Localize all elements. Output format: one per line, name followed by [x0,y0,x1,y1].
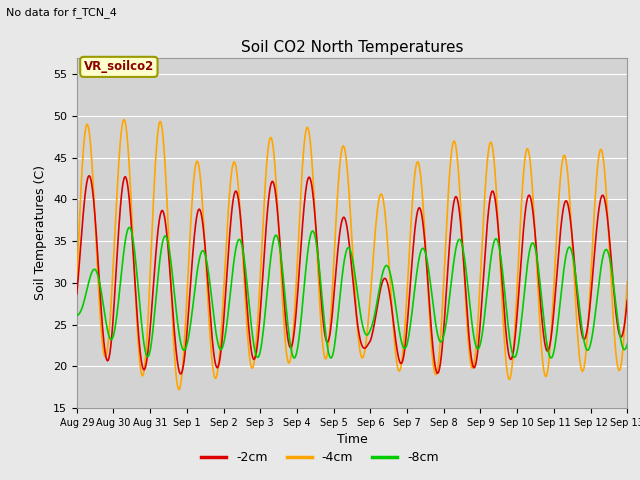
Title: Soil CO2 North Temperatures: Soil CO2 North Temperatures [241,40,463,55]
Y-axis label: Soil Temperatures (C): Soil Temperatures (C) [35,165,47,300]
Text: VR_soilco2: VR_soilco2 [84,60,154,73]
X-axis label: Time: Time [337,433,367,446]
Legend: -2cm, -4cm, -8cm: -2cm, -4cm, -8cm [196,446,444,469]
Text: No data for f_TCN_4: No data for f_TCN_4 [6,7,117,18]
